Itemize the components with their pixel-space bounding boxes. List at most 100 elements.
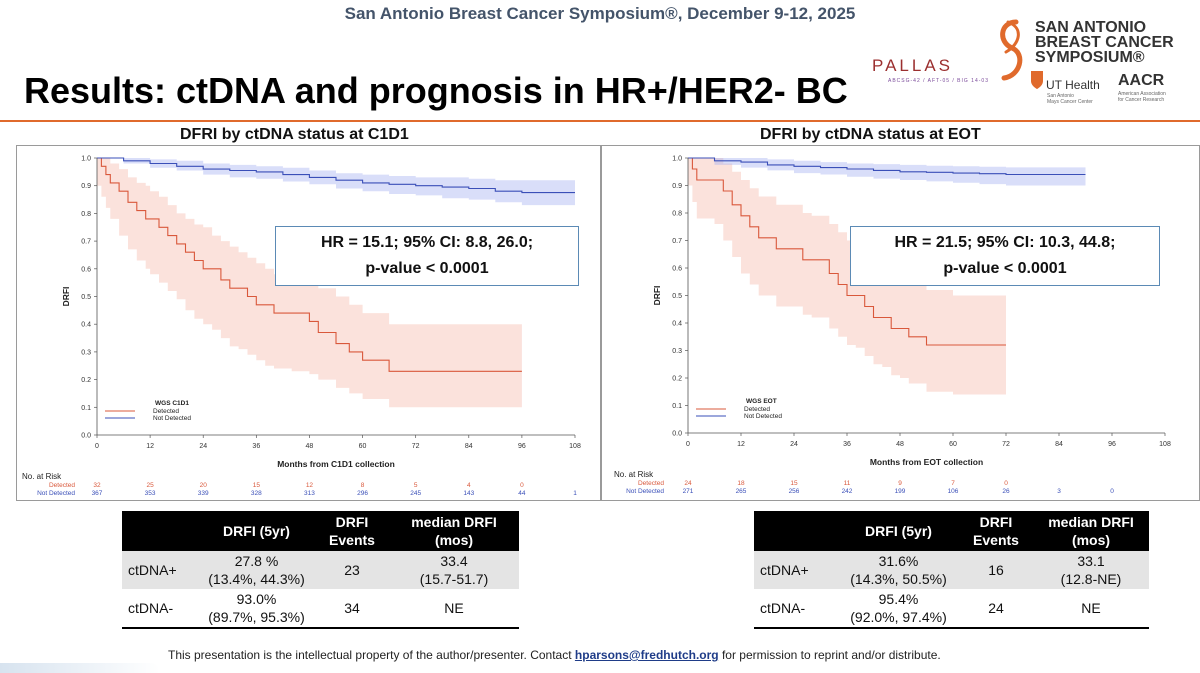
risk-count: 20 [200, 482, 208, 489]
x-tick-label: 24 [790, 441, 798, 448]
aacr-sub-line-1: American Association [1118, 91, 1166, 97]
y-tick-label: 0.3 [81, 349, 91, 356]
copyright-footer: This presentation is the intellectual pr… [168, 648, 941, 662]
events-cell: 24 [959, 589, 1033, 629]
x-tick-label: 72 [1002, 441, 1010, 448]
x-tick-label: 12 [737, 441, 745, 448]
median-value: 33.4 [440, 553, 468, 569]
drfi-5yr-cell: 27.8 % (13.4%, 44.3%) [198, 551, 315, 589]
risk-count: 12 [306, 482, 314, 489]
aacr-sub-line-2: for Cancer Research [1118, 97, 1165, 103]
x-tick-label: 24 [199, 443, 207, 450]
left-chart-panel: 0 12 24 36 48 60 72 84 96 108 0.0 0.1 0.2 0.3 0.4 0.5 0.… [16, 145, 601, 501]
left-km-chart: 0 12 24 36 48 60 72 84 96 1080.00.10.20.30.40.50.… [22, 156, 581, 498]
y-tick-label: 0.7 [672, 238, 682, 245]
row-label: ctDNA- [122, 589, 198, 629]
ut-sub-line-1: San Antonio [1047, 93, 1074, 99]
table-row: ctDNA+ 31.6% (14.3%, 50.5%) 16 33.1 (12.8-… [754, 551, 1149, 589]
risk-count: 1 [573, 490, 577, 497]
contact-email-link[interactable]: hparsons@fredhutch.org [574, 648, 719, 662]
median-cell: NE [1033, 589, 1149, 629]
row-label: ctDNA+ [754, 551, 838, 589]
risk-count: 7 [951, 480, 955, 487]
risk-count: 143 [463, 490, 474, 497]
y-tick-label: 0.2 [81, 377, 91, 384]
x-tick-label: 108 [1159, 441, 1171, 448]
table-row: ctDNA- 93.0% (89.7%, 95.3%) 34 NE [122, 589, 519, 629]
drfi-ci: (92.0%, 97.4%) [850, 609, 947, 625]
x-tick-label: 36 [252, 443, 260, 450]
risk-count: 245 [410, 490, 421, 497]
table-header-blank [122, 511, 198, 551]
median-ci: (15.7-51.7) [419, 571, 489, 587]
risk-count: 256 [789, 488, 800, 495]
sabcs-logo-line-2: BREAST CANCER [1035, 34, 1174, 51]
x-axis-label: Months from C1D1 collection [277, 459, 395, 469]
table-header-drfi-5yr: DRFI (5yr) [198, 511, 315, 551]
x-tick-label: 60 [359, 443, 367, 450]
y-tick-label: 0.6 [81, 266, 91, 273]
y-tick-label: 0.4 [81, 322, 91, 329]
y-tick-label: 0.4 [672, 321, 682, 328]
ci-band-detected [688, 158, 1006, 395]
median-cell: NE [389, 589, 519, 629]
drfi-ci: (13.4%, 44.3%) [208, 571, 305, 587]
risk-row-name-detected: Detected [49, 482, 75, 489]
table-header-median: median DRFI (mos) [1033, 511, 1149, 551]
aacr-subtitle: American Association for Cancer Research [1118, 91, 1166, 103]
risk-count: 11 [844, 480, 851, 487]
y-tick-label: 0.8 [672, 211, 682, 218]
x-tick-label: 36 [843, 441, 851, 448]
risk-count: 5 [414, 482, 418, 489]
row-label: ctDNA- [754, 589, 838, 629]
risk-row-name-not-detected: Not Detected [626, 488, 664, 495]
y-tick-label: 0.1 [81, 405, 91, 412]
right-results-table: DRFI (5yr) DRFI Events median DRFI (mos)… [754, 511, 1149, 629]
decorative-wave [0, 663, 160, 673]
table-header-events: DRFI Events [315, 511, 389, 551]
x-axis-label: Months from EOT collection [870, 457, 983, 467]
risk-count: 3 [1057, 488, 1061, 495]
risk-count: 0 [1004, 480, 1008, 487]
x-tick-label: 0 [95, 443, 99, 450]
sabcs-logo-line-1: SAN ANTONIO [1035, 19, 1147, 36]
risk-row-name-not-detected: Not Detected [37, 490, 75, 497]
risk-count: 199 [895, 488, 906, 495]
ut-sub-line-2: Mays Cancer Center [1047, 99, 1093, 105]
left-results-table: DRFI (5yr) DRFI Events median DRFI (mos)… [122, 511, 519, 629]
row-label: ctDNA+ [122, 551, 198, 589]
right-chart-title: DFRI by ctDNA status at EOT [760, 126, 981, 143]
y-tick-label: 0.5 [672, 293, 682, 300]
y-tick-label: 0.0 [81, 433, 91, 440]
x-tick-label: 96 [518, 443, 526, 450]
pallas-logo: PALLAS [872, 56, 954, 75]
drfi-value: 31.6% [878, 553, 919, 569]
y-tick-label: 0.0 [672, 431, 682, 438]
risk-count: 0 [1110, 488, 1114, 495]
table-row: ctDNA+ 27.8 % (13.4%, 44.3%) 23 33.4 (15.7… [122, 551, 519, 589]
table-header-blank [754, 511, 838, 551]
risk-count: 265 [736, 488, 747, 495]
left-p-value-line: p-value < 0.0001 [365, 260, 489, 277]
y-tick-label: 0.8 [81, 211, 91, 218]
risk-count: 24 [684, 480, 692, 487]
median-cell: 33.4 (15.7-51.7) [389, 551, 519, 589]
y-tick-label: 0.3 [672, 348, 682, 355]
legend-title: WGS C1D1 [155, 400, 189, 407]
conference-banner: San Antonio Breast Cancer Symposium®, De… [344, 4, 856, 23]
events-cell: 23 [315, 551, 389, 589]
y-tick-label: 1.0 [672, 156, 682, 163]
y-axis-label: DRFI [652, 286, 662, 306]
table-header-drfi-5yr: DRFI (5yr) [838, 511, 959, 551]
km-line-detected [688, 157, 1006, 346]
x-tick-label: 0 [686, 441, 690, 448]
left-chart-title: DFRI by ctDNA status at C1D1 [180, 126, 409, 143]
drfi-5yr-cell: 95.4% (92.0%, 97.4%) [838, 589, 959, 629]
risk-count: 4 [467, 482, 471, 489]
table-header-events: DRFI Events [959, 511, 1033, 551]
risk-count: 15 [253, 482, 261, 489]
drfi-value: 93.0% [236, 591, 277, 607]
pallas-logo-subtitle: ABCSG-42 / AFT-05 / BIG 14-03 [888, 78, 989, 84]
median-value: 33.1 [1077, 553, 1105, 569]
y-tick-label: 0.9 [672, 183, 682, 190]
